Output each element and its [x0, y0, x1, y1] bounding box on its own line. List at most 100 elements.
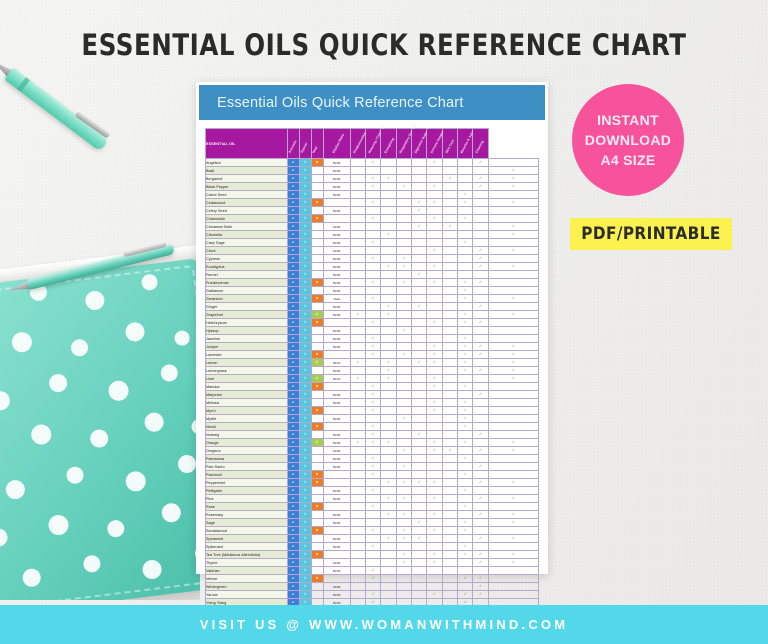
topical-cell: T — [298, 254, 312, 263]
polka-dot — [0, 390, 11, 412]
checkmark-icon: ✓ — [463, 344, 467, 348]
benefit-cell: ✓ — [487, 550, 540, 559]
photosensitive-cell: P — [310, 438, 324, 447]
topical-cell: T — [298, 222, 312, 231]
dilution-ratio-cell: 50:50 — [322, 182, 351, 191]
benefit-cell — [411, 414, 428, 423]
dilution-ratio-cell: 50:50 — [322, 270, 351, 279]
table-row: Marjoram A T 50:50 ✓ ✓ — [205, 390, 540, 399]
benefit-cell — [426, 166, 443, 175]
benefit-cell — [441, 582, 459, 591]
benefit-cell — [457, 158, 474, 167]
benefit-cell: ✓ — [457, 550, 474, 559]
aromatic-cell-badge: A — [287, 551, 299, 558]
benefit-cell — [380, 454, 397, 463]
checkmark-icon: ✓ — [356, 360, 360, 364]
neat-cell: N — [310, 382, 324, 391]
topical-cell-badge: T — [299, 231, 311, 238]
oil-name-cell: Celery Seed — [205, 206, 288, 215]
sheet-body: ESSENTIAL OIL Aromatic Topical Neat Dilution… — [196, 120, 548, 634]
benefit-cell — [487, 214, 540, 223]
checkmark-icon: ✓ — [511, 344, 515, 348]
benefit-cell — [411, 182, 428, 191]
checkmark-icon: ✓ — [463, 312, 467, 316]
dilution-ratio-cell: 50:50 — [322, 262, 351, 271]
checkmark-icon: ✓ — [371, 384, 375, 388]
benefit-cell: ✓ — [472, 550, 489, 559]
checkmark-icon: ✓ — [511, 440, 515, 444]
benefit-cell — [472, 518, 489, 527]
benefit-cell: ✓ — [472, 318, 489, 327]
topical-cell-badge: T — [299, 407, 311, 414]
topical-cell: T — [298, 358, 312, 367]
dilution-ratio-cell: 50:50 — [322, 494, 351, 503]
topical-cell-badge: T — [299, 295, 311, 302]
topical-cell-badge: T — [299, 415, 311, 422]
topical-cell-badge: T — [299, 335, 311, 342]
aromatic-cell: A — [286, 350, 300, 359]
benefit-cell: ✓ — [395, 414, 413, 423]
benefit-cell — [441, 574, 459, 583]
benefit-cell — [411, 526, 428, 535]
benefit-cell — [411, 246, 428, 255]
aromatic-cell: A — [286, 414, 300, 423]
aromatic-cell-badge: A — [287, 319, 299, 326]
benefit-cell — [441, 502, 459, 511]
oil-name-cell: Geranium — [205, 294, 288, 303]
checkmark-icon: ✓ — [356, 376, 360, 380]
checkmark-icon: ✓ — [478, 592, 482, 596]
dilution-ratio-cell — [322, 406, 351, 415]
benefit-cell: ✓ — [472, 390, 489, 399]
checkmark-icon: ✓ — [371, 440, 375, 444]
checkmark-icon: ✓ — [402, 448, 406, 452]
benefit-cell: ✓ — [472, 478, 489, 487]
benefit-cell — [487, 406, 540, 415]
benefit-cell — [472, 470, 489, 479]
benefit-cell — [411, 462, 428, 471]
oil-name-cell: Jasmine — [205, 334, 288, 343]
aromatic-cell: A — [286, 438, 300, 447]
dilution-ratio-cell: 50:50 — [322, 190, 351, 199]
polka-dot — [124, 321, 146, 343]
benefit-cell — [380, 326, 397, 335]
table-row: Neroli A T N ✓ ✓ — [205, 422, 540, 431]
oil-name-cell: Wintergreen — [205, 582, 288, 591]
benefit-cell: ✓ — [487, 262, 540, 271]
oil-name-cell: Yarrow — [205, 590, 288, 599]
benefit-cell: ✓ — [472, 262, 489, 271]
aromatic-cell-badge: A — [287, 335, 299, 342]
neat-cell-badge: N — [311, 575, 323, 582]
benefit-cell — [349, 566, 367, 575]
benefit-cell: ✓ — [487, 222, 540, 231]
checkmark-icon: ✓ — [433, 480, 437, 484]
neat-cell — [310, 494, 324, 503]
topical-cell: T — [298, 326, 312, 335]
benefit-cell — [349, 382, 367, 391]
benefit-cell — [380, 190, 397, 199]
table-header-row: ESSENTIAL OIL Aromatic Topical Neat Dilution… — [205, 124, 539, 159]
benefit-cell — [395, 470, 413, 479]
benefit-cell — [426, 462, 443, 471]
benefit-cell — [349, 302, 367, 311]
table-row: Orange A T P 50:50 ✓ ✓ ✓ ✓ ✓ ✓ — [205, 438, 540, 447]
benefit-cell — [395, 198, 413, 207]
benefit-cell — [349, 238, 367, 247]
benefit-cell — [426, 206, 443, 215]
benefit-cell — [487, 190, 540, 199]
benefit-cell — [411, 582, 428, 591]
aromatic-cell-badge: A — [287, 471, 299, 478]
dilution-ratio-cell: 50:50 — [322, 390, 351, 399]
checkmark-icon: ✓ — [511, 496, 515, 500]
benefit-cell — [441, 318, 459, 327]
checkmark-icon: ✓ — [371, 424, 375, 428]
oil-name-cell: Ginger — [205, 302, 288, 311]
benefit-cell — [380, 214, 397, 223]
aromatic-cell-badge: A — [287, 455, 299, 462]
neat-cell: N — [310, 294, 324, 303]
dilution-ratio-cell: 50:50 — [322, 454, 351, 463]
oil-name-cell: Rose — [205, 502, 288, 511]
aromatic-cell: A — [286, 454, 300, 463]
aromatic-cell: A — [286, 238, 300, 247]
aromatic-cell-badge: A — [287, 367, 299, 374]
benefit-cell — [487, 486, 540, 495]
